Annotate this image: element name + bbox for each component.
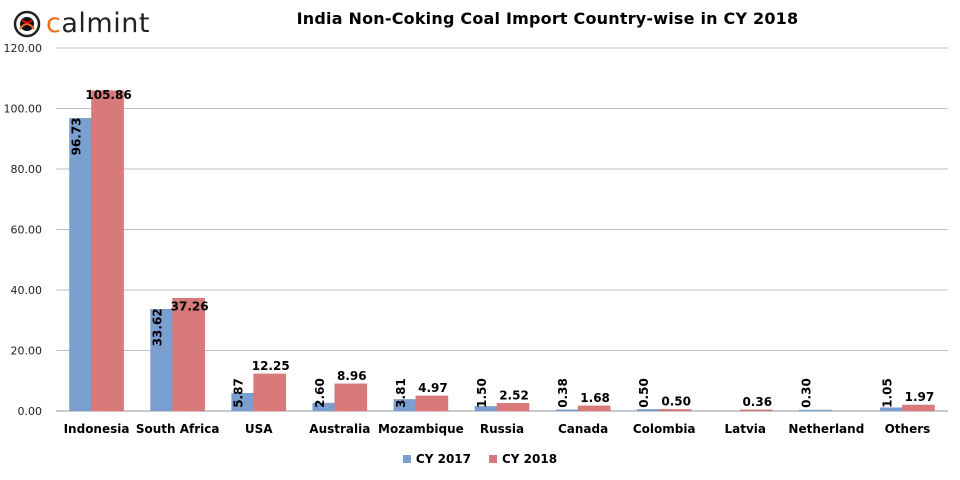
x-tick-label: USA	[245, 422, 273, 436]
bar-cy2018	[739, 409, 773, 412]
data-label-cy2018: 8.96	[337, 369, 367, 383]
logo-prefix: c	[46, 7, 62, 39]
y-tick-label: 0.00	[18, 405, 43, 418]
x-tick-label: Others	[885, 422, 931, 436]
x-tick-label: Indonesia	[64, 422, 130, 436]
data-label-cy2017: 2.60	[313, 378, 327, 408]
legend-label-2018: CY 2018	[502, 452, 558, 466]
legend-swatch-2017	[402, 455, 411, 463]
data-label-cy2018: 12.25	[252, 359, 290, 373]
x-tick-label: Russia	[480, 422, 524, 436]
data-label-cy2017: 33.62	[151, 308, 165, 346]
y-tick-label: 40.00	[11, 284, 43, 297]
y-tick-label: 120.00	[4, 42, 43, 55]
y-tick-label: 80.00	[11, 163, 43, 176]
chart-legend: CY 2017 CY 2018	[0, 452, 960, 466]
legend-item-2017: CY 2017	[402, 452, 471, 466]
bar-cy2018	[577, 405, 611, 412]
legend-item-2018: CY 2018	[489, 452, 557, 466]
data-label-cy2017: 1.05	[880, 378, 894, 408]
data-label-cy2018: 105.86	[85, 88, 131, 102]
bar-cy2018	[496, 403, 530, 412]
x-tick-label: Latvia	[725, 422, 767, 436]
data-labels: 96.73 105.86 33.62 37.26 5.87 12.25 2.60 8.96 3.…	[70, 88, 935, 409]
data-label-cy2017: 0.50	[637, 378, 651, 408]
data-label-cy2017: 0.30	[799, 378, 813, 408]
x-tick-label: Colombia	[633, 422, 696, 436]
bar-cy2018	[91, 90, 124, 412]
bars	[69, 90, 935, 412]
bar-cy2018	[334, 383, 368, 412]
data-label-cy2018: 2.52	[499, 388, 529, 402]
bar-cy2018	[902, 404, 935, 412]
data-label-cy2018: 0.50	[661, 394, 691, 408]
logo-suffix: almint	[61, 7, 150, 39]
data-label-cy2017: 3.81	[394, 378, 408, 408]
x-tick-label: Netherland	[788, 422, 864, 436]
y-tick-label: 100.00	[4, 103, 43, 116]
data-label-cy2018: 37.26	[171, 299, 209, 313]
brand-logo: calmint	[12, 7, 202, 41]
data-label-cy2017: 96.73	[70, 117, 84, 155]
x-tick-label: South Africa	[136, 422, 220, 436]
legend-swatch-2018	[489, 455, 497, 463]
bar-cy2018	[172, 297, 205, 412]
chart-title: India Non-Coking Coal Import Country-wis…	[296, 9, 799, 28]
x-tick-label: Mozambique	[378, 422, 464, 436]
legend-label-2017: CY 2017	[415, 452, 471, 466]
logo-wordmark: calmint	[46, 10, 150, 37]
data-label-cy2017: 5.87	[232, 378, 246, 408]
x-tick-label: Canada	[558, 422, 608, 436]
y-tick-label: 20.00	[11, 345, 43, 358]
coal-logo-icon	[13, 10, 41, 38]
x-tick-labels: Indonesia South Africa USA Australia Mozambi…	[64, 422, 931, 436]
data-label-cy2017: 0.38	[556, 378, 570, 408]
data-label-cy2018: 4.97	[418, 381, 448, 395]
data-label-cy2018: 1.68	[580, 391, 610, 405]
data-label-cy2018: 0.36	[742, 395, 772, 409]
y-tick-label: 60.00	[11, 224, 43, 237]
data-label-cy2018: 1.97	[905, 390, 935, 404]
data-label-cy2017: 1.50	[475, 378, 489, 408]
bar-cy2017	[799, 409, 832, 412]
bar-cy2018	[253, 373, 287, 412]
bar-cy2018	[415, 395, 449, 412]
x-tick-label: Australia	[309, 422, 370, 436]
bar-cy2018	[658, 409, 692, 412]
